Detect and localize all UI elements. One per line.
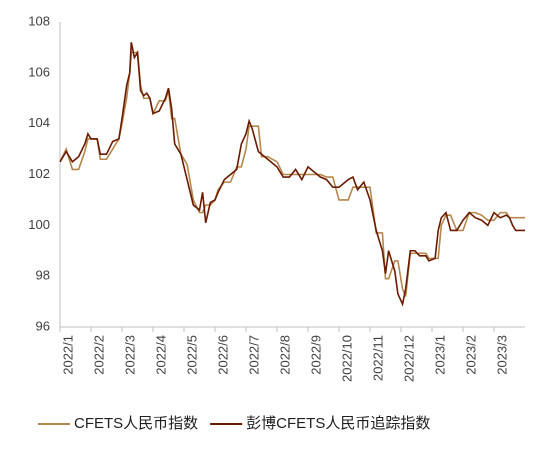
x-tick-label: 2022/12: [401, 335, 416, 382]
x-tick-label: 2022/7: [246, 335, 261, 375]
x-tick-label: 2023/3: [494, 335, 509, 375]
x-tick-label: 2022/4: [153, 335, 168, 375]
y-tick-label: 98: [36, 268, 50, 283]
y-tick-label: 106: [28, 64, 50, 79]
y-tick-label: 100: [28, 217, 50, 232]
x-tick-label: 2023/1: [432, 335, 447, 375]
x-tick-label: 2022/9: [308, 335, 323, 375]
x-tick-label: 2022/8: [277, 335, 292, 375]
x-tick-label: 2022/2: [91, 335, 106, 375]
y-tick-label: 108: [28, 13, 50, 28]
y-tick-label: 96: [36, 318, 50, 333]
x-tick-label: 2022/3: [122, 335, 137, 375]
y-tick-label: 104: [28, 115, 50, 130]
x-tick-label: 2022/10: [339, 335, 354, 382]
legend-label: CFETS人民币指数: [74, 415, 198, 432]
series-line: [59, 42, 525, 307]
x-tick-label: 2023/2: [463, 335, 478, 375]
series-line: [59, 51, 525, 297]
legend-label: 彭博CFETS人民币追踪指数: [246, 415, 430, 432]
y-tick-label: 102: [28, 166, 50, 181]
x-tick-label: 2022/5: [184, 335, 199, 375]
x-tick-label: 2022/6: [215, 335, 230, 375]
x-tick-label: 2022/1: [60, 335, 75, 375]
x-tick-label: 2022/11: [370, 335, 385, 381]
